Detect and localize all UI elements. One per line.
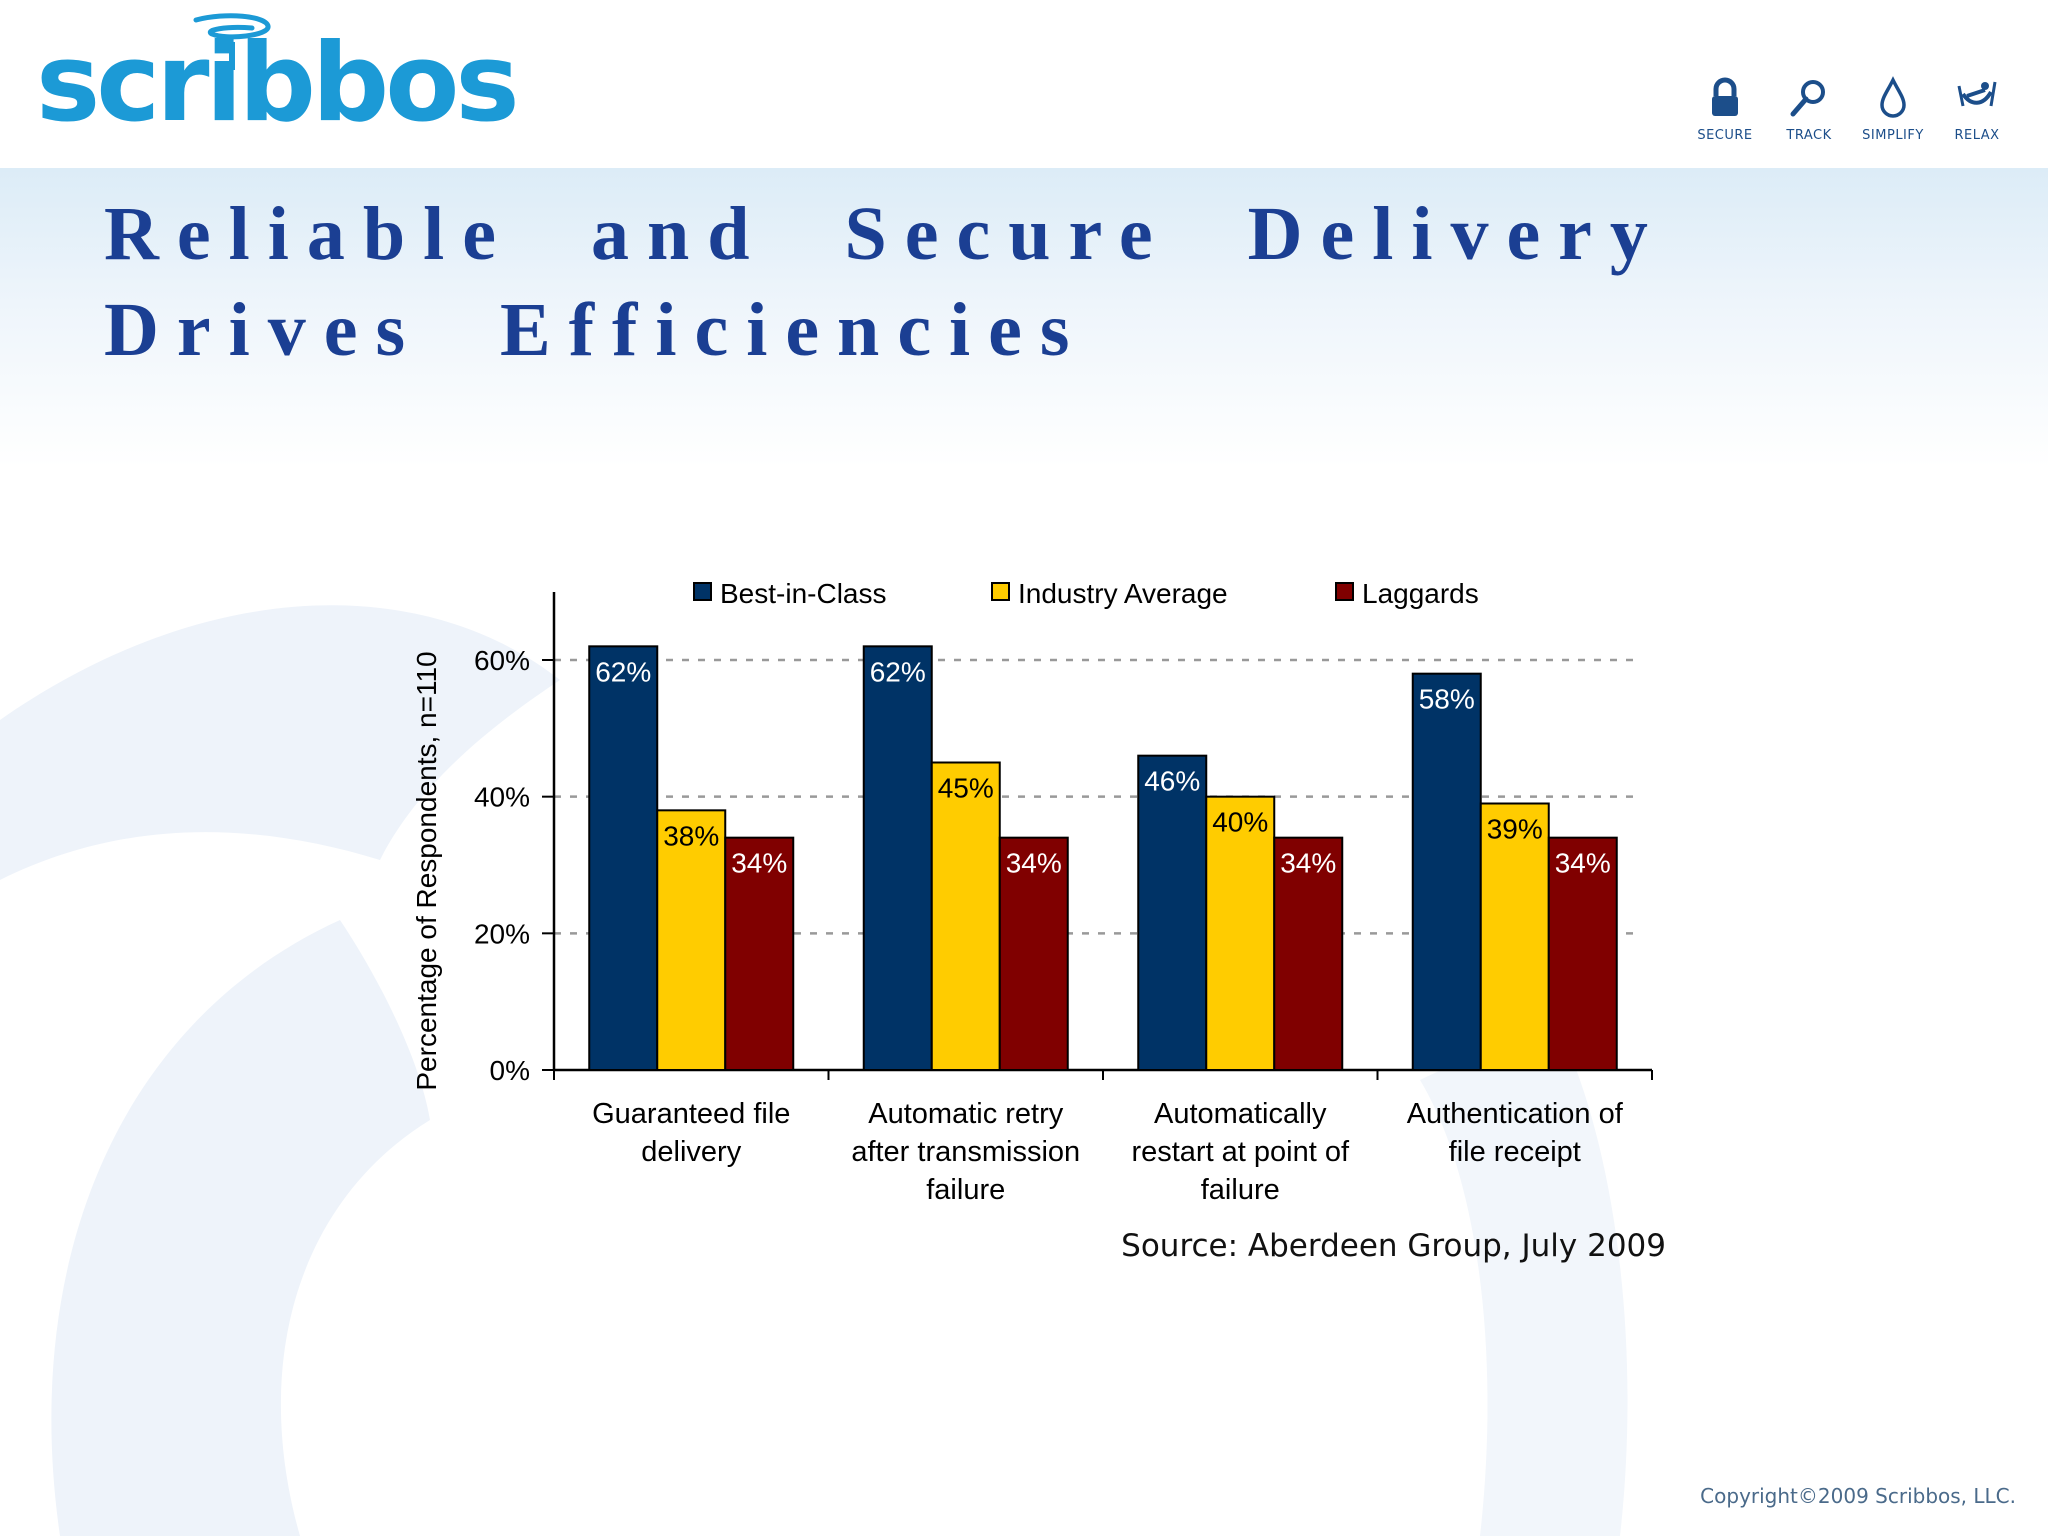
nav-track-label: TRACK (1786, 128, 1832, 143)
bar-value-label: 34% (1555, 848, 1611, 879)
bar (1137, 754, 1208, 1072)
legend-swatch (1335, 582, 1354, 601)
bar (862, 645, 933, 1071)
nav-simplify-label: SIMPLIFY (1862, 128, 1924, 143)
nav-track: TRACK (1778, 76, 1840, 156)
bar (724, 836, 795, 1072)
bar (588, 645, 659, 1071)
scribbos-logo: scribbos (36, 12, 520, 162)
legend-swatch (991, 582, 1010, 601)
bar-value-label: 46% (1144, 766, 1200, 797)
x-category-label: restart at point of (1131, 1136, 1350, 1168)
background-watermark (0, 605, 1628, 1536)
logo-wordmark: scribbos (36, 21, 520, 146)
y-axis-label: Percentage of Respondents, n=110 (411, 651, 442, 1090)
bar (930, 761, 1001, 1071)
hammock-icon (1957, 81, 1997, 107)
logo-swoosh-icon (193, 13, 271, 70)
bar (1479, 802, 1550, 1071)
title-line-2: Drives Efficiencies (104, 288, 1088, 372)
bar (656, 809, 727, 1071)
bar-value-label: 38% (663, 820, 719, 851)
header-gradient-band (0, 168, 2048, 468)
bar-value-label: 39% (1487, 814, 1543, 845)
x-category-label: Authentication of (1407, 1098, 1624, 1130)
y-tick-label: 0% (490, 1055, 530, 1086)
bar-value-label: 34% (731, 848, 787, 879)
y-tick-label: 20% (474, 918, 530, 949)
y-tick-label: 60% (474, 645, 530, 676)
bar-value-label: 58% (1419, 684, 1475, 715)
lock-icon (1712, 77, 1738, 116)
magnifier-icon (1790, 80, 1825, 117)
slide-title: Reliable and Secure Delivery Drives Effi… (104, 186, 1904, 378)
nav-simplify: SIMPLIFY (1862, 76, 1924, 156)
title-line-1: Reliable and Secure Delivery (104, 192, 1666, 276)
x-category-label: file receipt (1449, 1136, 1581, 1168)
brand-icon-row: SECURE TRACK SIMPLIFY RELAX (1694, 76, 2008, 156)
legend-swatch (693, 582, 712, 601)
nav-secure-label: SECURE (1697, 128, 1753, 143)
bar (1547, 836, 1618, 1072)
x-category-label: Guaranteed file (592, 1098, 790, 1130)
bar (1205, 795, 1276, 1072)
bar-value-label: 62% (870, 656, 926, 687)
nav-secure: SECURE (1694, 76, 1756, 156)
copyright-note: Copyright©2009 Scribbos, LLC. (1700, 1484, 2016, 1508)
source-note: Source: Aberdeen Group, July 2009 (1121, 1228, 1666, 1264)
nav-relax-label: RELAX (1954, 128, 2000, 143)
bar (998, 836, 1069, 1072)
bar-value-label: 34% (1006, 848, 1062, 879)
droplet-icon (1880, 76, 1906, 118)
x-category-label: Automatically (1154, 1098, 1327, 1130)
x-category-label: failure (1201, 1174, 1280, 1206)
bar (1273, 836, 1344, 1072)
legend-label: Best-in-Class (720, 578, 886, 609)
x-category-label: after transmission (851, 1136, 1080, 1168)
legend-label: Laggards (1362, 578, 1479, 609)
bar-value-label: 34% (1280, 848, 1336, 879)
bar-value-label: 45% (938, 773, 994, 804)
x-category-label: Automatic retry (868, 1098, 1063, 1130)
x-category-label: failure (926, 1174, 1005, 1206)
x-category-label: delivery (641, 1136, 741, 1168)
y-tick-label: 40% (474, 782, 530, 813)
legend-label: Industry Average (1018, 578, 1228, 609)
bar-value-label: 40% (1212, 807, 1268, 838)
bar (1411, 672, 1482, 1072)
nav-relax: RELAX (1946, 76, 2008, 156)
bar-value-label: 62% (595, 656, 651, 687)
